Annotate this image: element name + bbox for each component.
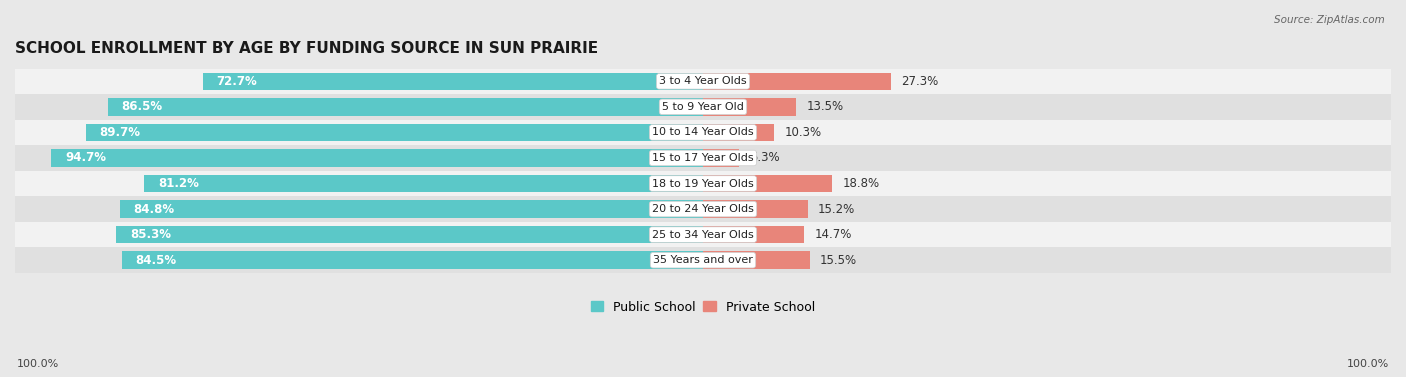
Text: 86.5%: 86.5% <box>122 100 163 113</box>
Text: 89.7%: 89.7% <box>100 126 141 139</box>
Text: 15 to 17 Year Olds: 15 to 17 Year Olds <box>652 153 754 163</box>
Bar <box>202 73 703 90</box>
Bar <box>703 124 773 141</box>
Bar <box>15 69 1391 94</box>
Bar <box>15 171 1391 196</box>
Bar <box>15 94 1391 120</box>
Text: 3 to 4 Year Olds: 3 to 4 Year Olds <box>659 76 747 86</box>
Text: 72.7%: 72.7% <box>217 75 257 88</box>
Text: 10.3%: 10.3% <box>785 126 821 139</box>
Text: 84.5%: 84.5% <box>135 254 177 267</box>
Text: 5.3%: 5.3% <box>749 152 779 164</box>
Bar <box>15 222 1391 247</box>
Text: 81.2%: 81.2% <box>157 177 200 190</box>
Text: 15.2%: 15.2% <box>818 202 855 216</box>
Text: 100.0%: 100.0% <box>17 359 59 369</box>
Text: 18 to 19 Year Olds: 18 to 19 Year Olds <box>652 179 754 188</box>
Text: 20 to 24 Year Olds: 20 to 24 Year Olds <box>652 204 754 214</box>
Text: 14.7%: 14.7% <box>814 228 852 241</box>
Bar <box>15 145 1391 171</box>
Bar <box>703 149 740 167</box>
Bar <box>120 201 703 218</box>
Bar <box>15 247 1391 273</box>
Bar <box>703 201 807 218</box>
Bar <box>703 226 804 243</box>
Bar <box>703 251 810 269</box>
Text: 35 Years and over: 35 Years and over <box>652 255 754 265</box>
Bar <box>108 98 703 116</box>
Bar <box>145 175 703 192</box>
Bar <box>122 251 703 269</box>
Bar <box>703 73 891 90</box>
Text: 84.8%: 84.8% <box>134 202 174 216</box>
Bar <box>703 98 796 116</box>
Text: 18.8%: 18.8% <box>842 177 880 190</box>
Bar <box>86 124 703 141</box>
Bar <box>15 120 1391 145</box>
Text: 27.3%: 27.3% <box>901 75 938 88</box>
Text: 5 to 9 Year Old: 5 to 9 Year Old <box>662 102 744 112</box>
Text: 100.0%: 100.0% <box>1347 359 1389 369</box>
Text: 15.5%: 15.5% <box>820 254 858 267</box>
Text: 10 to 14 Year Olds: 10 to 14 Year Olds <box>652 127 754 138</box>
Text: 25 to 34 Year Olds: 25 to 34 Year Olds <box>652 230 754 240</box>
Text: 94.7%: 94.7% <box>65 152 107 164</box>
Text: SCHOOL ENROLLMENT BY AGE BY FUNDING SOURCE IN SUN PRAIRIE: SCHOOL ENROLLMENT BY AGE BY FUNDING SOUR… <box>15 41 598 57</box>
Bar <box>52 149 703 167</box>
Text: 13.5%: 13.5% <box>806 100 844 113</box>
Bar <box>117 226 703 243</box>
Text: 85.3%: 85.3% <box>129 228 172 241</box>
Text: Source: ZipAtlas.com: Source: ZipAtlas.com <box>1274 15 1385 25</box>
Bar <box>703 175 832 192</box>
Legend: Public School, Private School: Public School, Private School <box>591 300 815 314</box>
Bar <box>15 196 1391 222</box>
